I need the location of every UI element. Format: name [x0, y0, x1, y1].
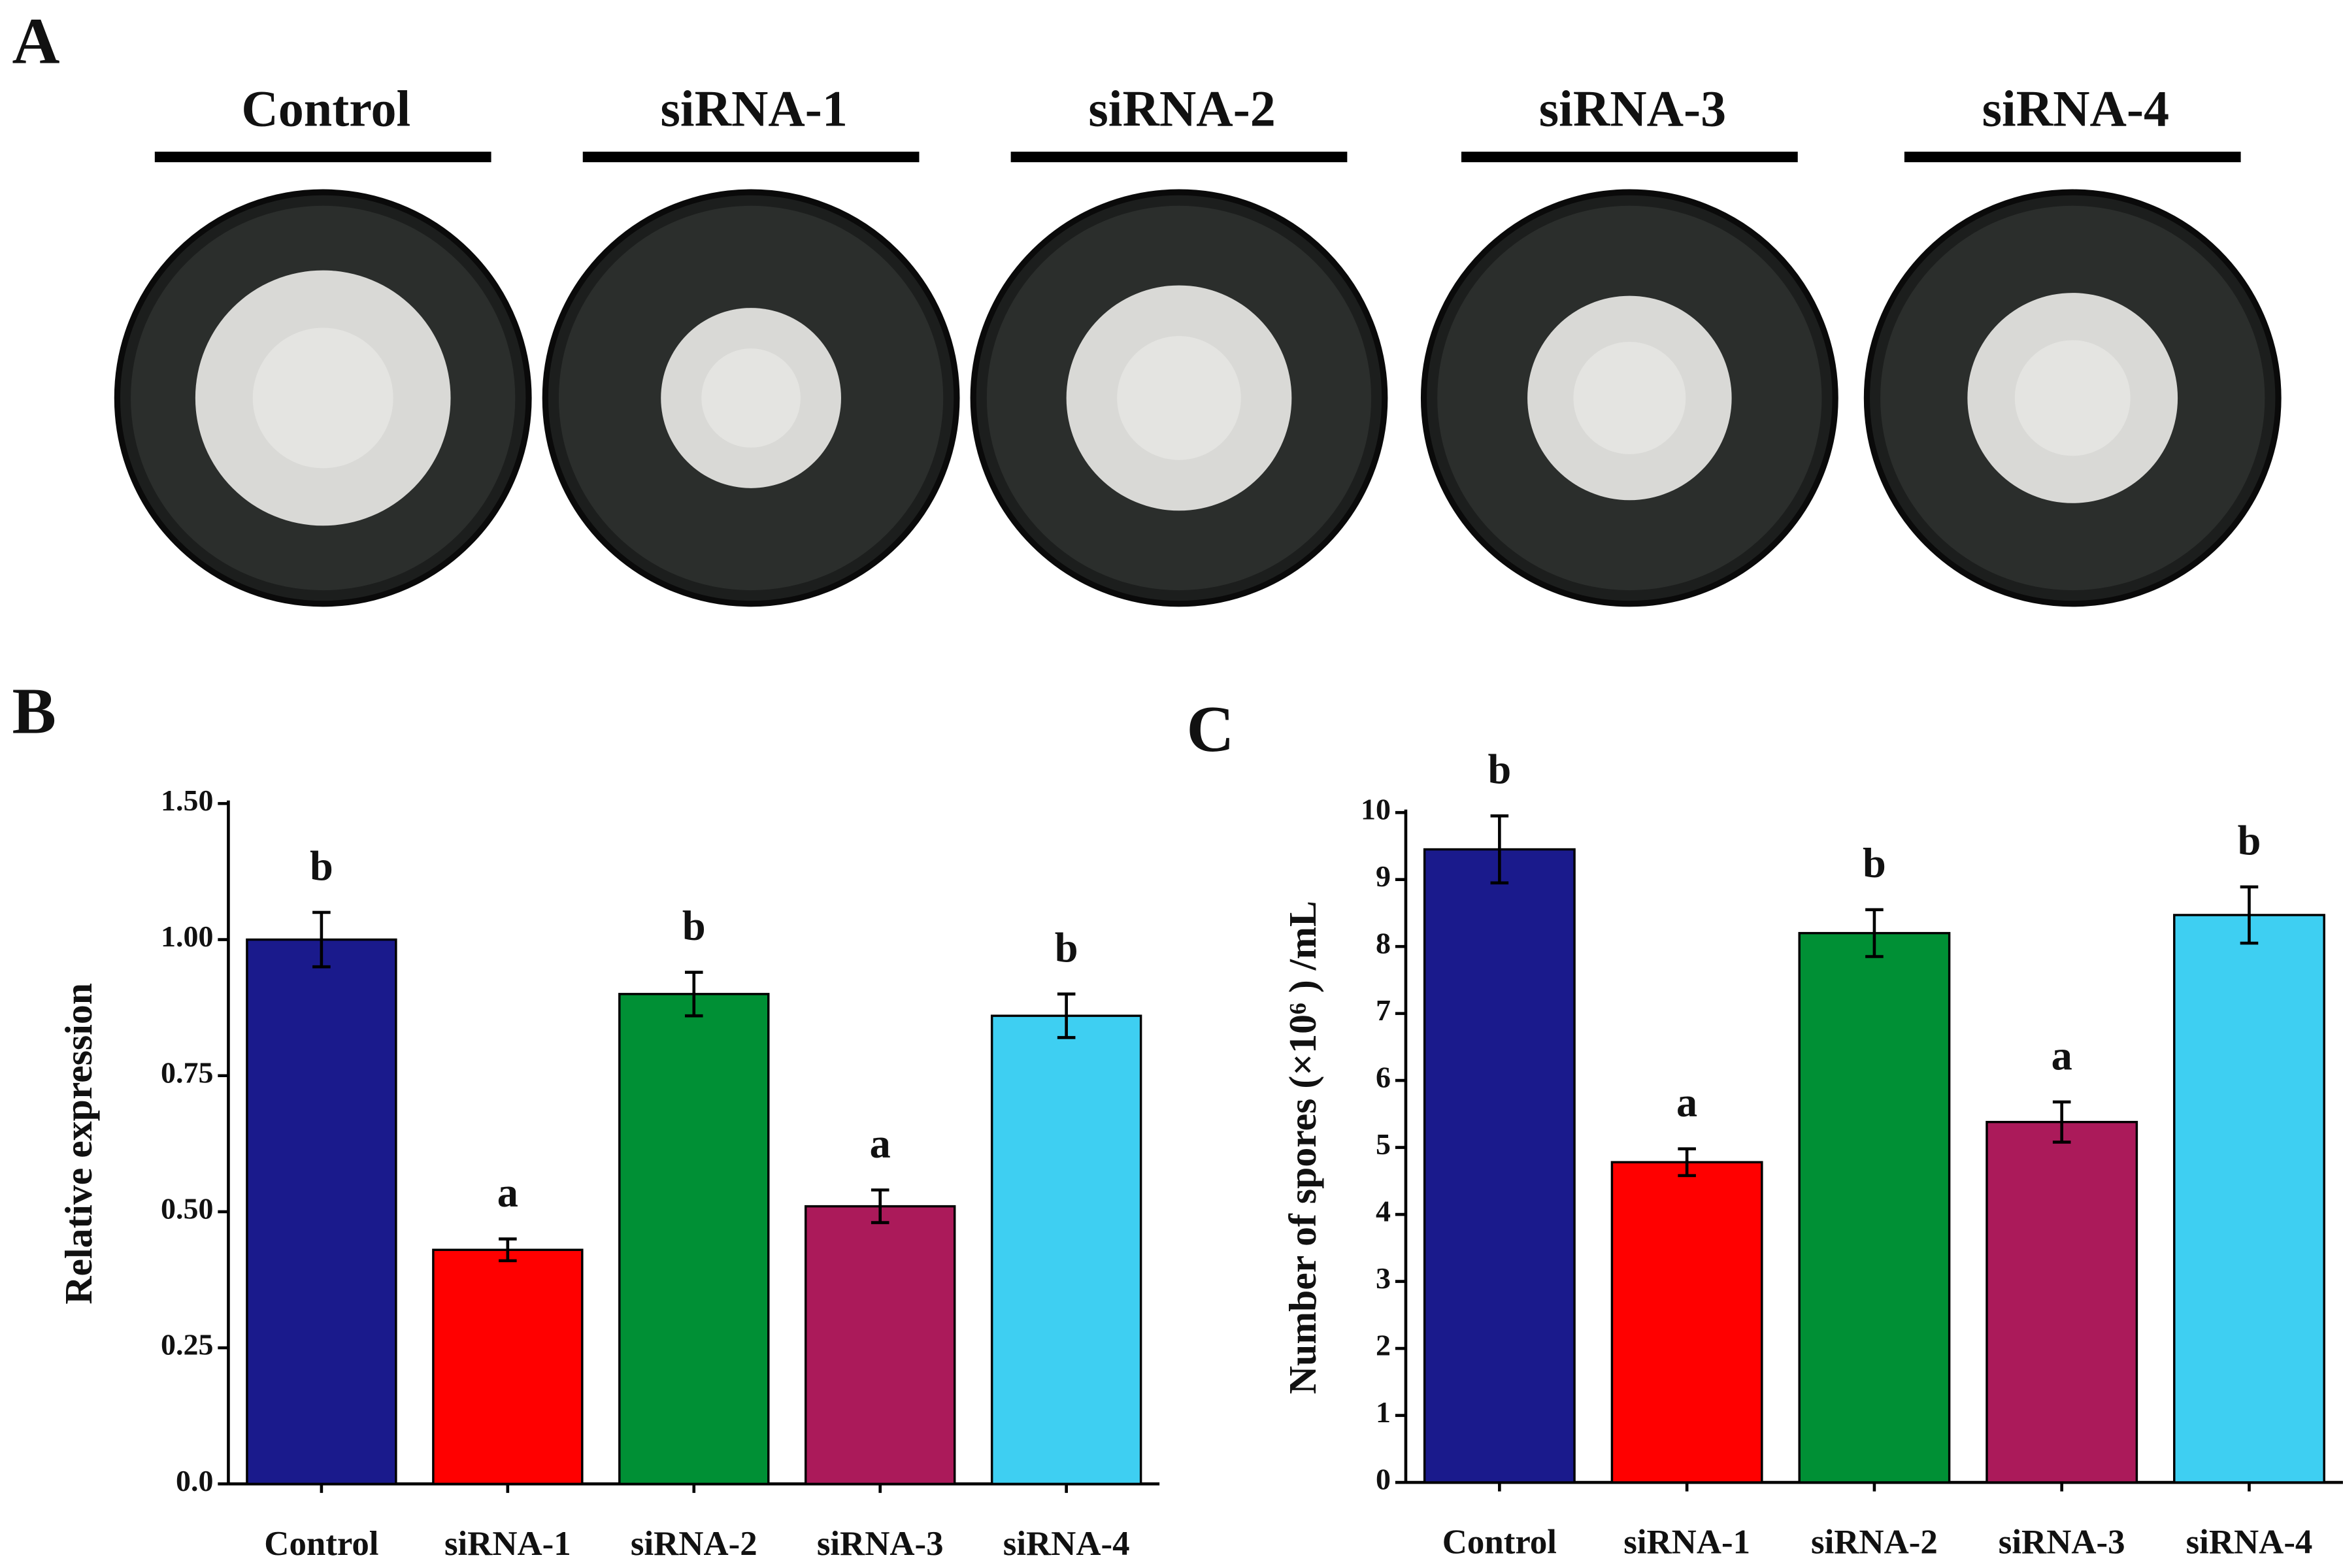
- plate-label: siRNA-2: [1088, 80, 1275, 137]
- y-tick-label: 9: [1376, 859, 1391, 893]
- bar: [1798, 931, 1951, 1484]
- colony-center: [1117, 336, 1241, 460]
- plate-bar: [1904, 152, 2241, 163]
- plate-bar: [582, 152, 920, 163]
- x-tick-label: siRNA-1: [444, 1525, 571, 1563]
- panel-label: B: [12, 675, 56, 748]
- significance-letter: b: [310, 842, 333, 889]
- y-tick-label: 1.50: [161, 784, 213, 817]
- y-tick-label: 2: [1376, 1329, 1391, 1362]
- x-tick-label: siRNA-3: [817, 1525, 944, 1563]
- plate-bar: [154, 152, 491, 163]
- significance-letter: b: [1055, 924, 1078, 971]
- significance-letter: a: [1676, 1079, 1697, 1126]
- x-tick-label: siRNA-3: [1999, 1524, 2125, 1561]
- error-bar: [2240, 885, 2259, 945]
- y-tick-label: 0.0: [176, 1464, 213, 1497]
- y-tick-label: 0: [1376, 1463, 1391, 1496]
- plate-label: siRNA-1: [660, 80, 847, 137]
- x-tick-label: siRNA-2: [631, 1525, 757, 1563]
- y-tick-label: 3: [1376, 1261, 1391, 1295]
- panel-label: C: [1186, 692, 1234, 765]
- error-bar: [1865, 908, 1884, 958]
- error-bar: [1490, 814, 1509, 885]
- bar: [990, 1014, 1142, 1486]
- colony-center: [701, 348, 801, 448]
- significance-letter: b: [1863, 840, 1886, 886]
- error-bar: [1057, 992, 1076, 1039]
- x-tick-label: siRNA-1: [1623, 1524, 1750, 1561]
- y-tick-label: 0.25: [161, 1328, 213, 1361]
- plate-bar: [1010, 152, 1348, 163]
- y-tick-label: 6: [1376, 1061, 1391, 1094]
- error-bar: [871, 1188, 889, 1224]
- x-tick-label: Control: [1442, 1524, 1557, 1561]
- colony-center: [2014, 340, 2131, 456]
- error-bar: [499, 1237, 517, 1263]
- y-axis-label: Number of spores (×10⁶ ) /mL: [1281, 901, 1324, 1394]
- bar: [1610, 1161, 1763, 1484]
- bar: [805, 1205, 956, 1486]
- y-axis-label: Relative expression: [57, 983, 100, 1305]
- significance-letter: a: [870, 1120, 891, 1167]
- y-tick-label: 0.75: [161, 1056, 213, 1089]
- significance-letter: b: [1487, 746, 1511, 793]
- bar: [618, 993, 770, 1486]
- x-tick-label: siRNA-4: [2186, 1524, 2313, 1561]
- y-tick-label: 1.00: [161, 920, 213, 953]
- bar: [432, 1248, 584, 1486]
- plate-label: siRNA-4: [1982, 80, 2169, 137]
- x-tick-label: siRNA-4: [1003, 1525, 1130, 1563]
- y-tick-label: 1: [1376, 1395, 1391, 1429]
- panel-label: A: [12, 5, 60, 78]
- significance-letter: b: [2238, 817, 2261, 863]
- colony-center: [1573, 342, 1686, 454]
- plate-label: Control: [241, 80, 410, 137]
- bar: [1986, 1120, 2138, 1484]
- bar: [246, 938, 397, 1486]
- error-bar: [684, 971, 703, 1018]
- y-tick-label: 0.50: [161, 1192, 213, 1225]
- bar: [2173, 914, 2325, 1484]
- colony-center: [252, 327, 393, 469]
- y-tick-label: 4: [1376, 1195, 1391, 1228]
- x-tick-label: Control: [264, 1525, 378, 1563]
- significance-letter: b: [682, 903, 706, 949]
- significance-letter: a: [2052, 1032, 2072, 1078]
- error-bar: [2052, 1100, 2071, 1144]
- x-tick-label: siRNA-2: [1811, 1524, 1938, 1561]
- plate-label: siRNA-3: [1539, 80, 1726, 137]
- y-tick-label: 10: [1361, 793, 1391, 826]
- plate-bar: [1461, 152, 1798, 163]
- error-bar: [312, 910, 331, 969]
- y-tick-label: 7: [1376, 993, 1391, 1027]
- bar: [1423, 848, 1576, 1484]
- significance-letter: a: [497, 1169, 518, 1216]
- error-bar: [1678, 1147, 1696, 1177]
- y-tick-label: 8: [1376, 927, 1391, 960]
- y-tick-label: 5: [1376, 1127, 1391, 1161]
